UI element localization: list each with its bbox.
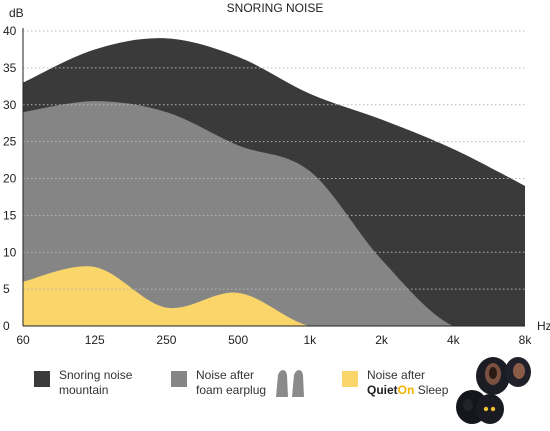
legend-line: Snoring noise xyxy=(59,368,133,382)
legend-swatch-foam-earplug xyxy=(171,371,187,387)
y-tick-label: 35 xyxy=(3,61,17,75)
foam-earplug-icon xyxy=(276,370,304,397)
brand-suffix: Sleep xyxy=(417,383,449,397)
y-tick-label: 5 xyxy=(3,282,10,296)
y-tick-label: 25 xyxy=(3,135,17,149)
legend-text-snoring: Snoring noise mountain xyxy=(59,368,132,398)
x-tick-label: 8k xyxy=(519,333,533,347)
y-tick-label: 30 xyxy=(3,98,17,112)
x-tick-label: 1k xyxy=(304,333,318,347)
series-layer xyxy=(23,38,525,326)
x-tick-label: 250 xyxy=(156,333,176,347)
chart: SNORING NOISE dB Hz 0 5 10 15 20 25 30 35 40 60 12… xyxy=(3,1,550,347)
brand-on: On xyxy=(397,383,415,397)
legend-line: Noise after xyxy=(196,368,255,382)
legend-line: mountain xyxy=(59,383,109,397)
chart-title: SNORING NOISE xyxy=(227,1,324,15)
y-tick-label: 10 xyxy=(3,245,17,259)
series-area-2 xyxy=(23,266,525,326)
x-tick-label: 125 xyxy=(85,333,105,347)
legend-swatch-snoring xyxy=(34,371,50,387)
axis-layer: 0 5 10 15 20 25 30 35 40 60 125 250 500 1k 2k 4k 8k xyxy=(3,24,532,347)
y-axis-label: dB xyxy=(9,6,24,20)
x-tick-label: 500 xyxy=(228,333,248,347)
x-axis-label: Hz xyxy=(537,319,550,333)
brand-quiet: Quiet xyxy=(367,383,398,397)
y-tick-label: 20 xyxy=(3,172,17,186)
legend-line: foam earplug xyxy=(196,383,267,397)
x-tick-label: 4k xyxy=(447,333,461,347)
y-tick-label: 0 xyxy=(3,319,10,333)
legend-item-foam-earplug: Noise after foam earplug xyxy=(171,368,266,398)
y-tick-label: 40 xyxy=(3,24,17,38)
legend-item-quieton: Noise after QuietOn Sleep xyxy=(342,368,448,398)
quieton-earbuds-image xyxy=(456,357,531,424)
x-tick-label: 60 xyxy=(16,333,30,347)
legend-text-foam-earplug: Noise after foam earplug xyxy=(196,368,266,398)
y-tick-label: 15 xyxy=(3,208,17,222)
series-area-1 xyxy=(23,101,525,326)
legend-line: Noise after xyxy=(367,368,426,382)
legend-text-quieton: Noise after QuietOn Sleep xyxy=(367,368,448,398)
legend-brand-line: QuietOn Sleep xyxy=(367,383,448,398)
x-tick-label: 2k xyxy=(375,333,389,347)
legend-swatch-quieton xyxy=(342,371,358,387)
legend: Snoring noise mountain Noise after foam … xyxy=(0,364,550,424)
legend-item-snoring: Snoring noise mountain xyxy=(34,368,132,398)
